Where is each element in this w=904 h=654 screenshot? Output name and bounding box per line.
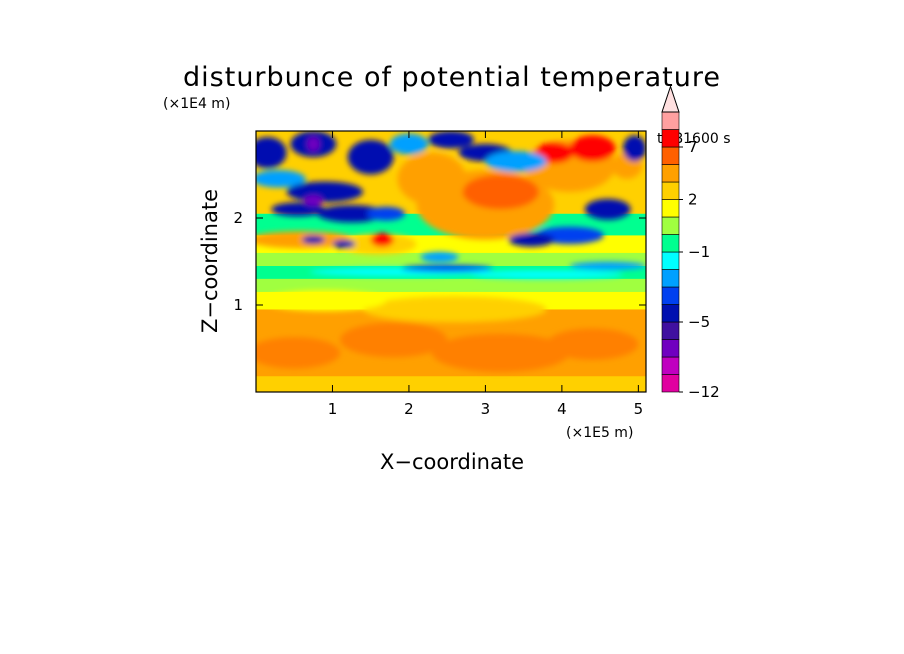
field-contour-region <box>304 195 323 206</box>
colorbar-label: −5 <box>688 313 710 331</box>
field-contour-region <box>546 328 639 360</box>
field-contour-region <box>428 131 474 149</box>
field-band <box>256 376 646 392</box>
field-contour-region <box>569 135 616 162</box>
colorbar-swatch <box>661 374 680 393</box>
field-blobs <box>256 131 646 372</box>
colorbar-swatch <box>661 216 680 235</box>
field-contour-region <box>470 270 624 279</box>
colorbar-swatch <box>661 251 680 270</box>
colorbar-swatch <box>661 339 680 358</box>
field-contour-region <box>301 235 325 245</box>
y-tick-label: 2 <box>233 209 243 227</box>
field-contour-region <box>271 202 325 217</box>
field-contour-region <box>307 137 320 152</box>
field-contour-region <box>431 333 570 372</box>
colorbar-label: 7 <box>688 138 698 156</box>
x-tick-label: 5 <box>634 400 644 418</box>
colorbar-swatch <box>661 181 680 200</box>
colorbar-swatch <box>661 321 680 340</box>
colorbar-swatch <box>661 304 680 323</box>
field-contour-region <box>370 232 394 247</box>
field-contour-region <box>397 152 467 205</box>
colorbar-swatch <box>661 111 680 130</box>
colorbar-swatch <box>661 356 680 375</box>
field-contour-region <box>340 322 448 358</box>
colorbar-extend-triangle <box>661 84 680 113</box>
heatmap-field <box>256 131 646 392</box>
field-contour-region <box>623 135 646 162</box>
colorbar-swatch <box>661 199 680 218</box>
colorbar-swatch <box>661 286 680 305</box>
field-contour-region <box>462 174 539 210</box>
field-contour-region <box>317 204 386 223</box>
y-unit-label: (×1E4 m) <box>163 96 230 112</box>
field-contour-region <box>508 232 555 247</box>
colorbar-swatch <box>661 234 680 253</box>
x-unit-label: (×1E5 m) <box>566 425 633 441</box>
field-contour-region <box>256 337 341 369</box>
field-contour-region <box>569 261 646 271</box>
plot-frame <box>255 130 647 393</box>
field-contour-region <box>286 181 364 203</box>
field-contour-region <box>401 264 494 272</box>
colorbar: 7 2 −1 −5 −12 <box>661 84 720 401</box>
x-tick-label: 1 <box>328 400 338 418</box>
field-contour-region <box>584 198 631 220</box>
x-tick-label: 4 <box>557 400 567 418</box>
field-band <box>256 278 646 292</box>
colorbar-swatch <box>661 129 680 148</box>
x-tick-label: 2 <box>404 400 414 418</box>
field-contour-region <box>256 170 306 188</box>
field-contour-region <box>485 151 547 172</box>
y-tick-label: 1 <box>233 296 243 314</box>
field-contour-region <box>366 206 406 221</box>
colorbar-swatch <box>661 164 680 183</box>
colorbar-swatch <box>661 269 680 288</box>
field-contour-region <box>363 296 547 323</box>
field-contour-region <box>347 139 394 175</box>
y-axis-title: Z−coordinate <box>198 189 222 333</box>
colorbar-swatch <box>661 146 680 165</box>
x-tick-label: 3 <box>481 400 491 418</box>
field-contour-region <box>420 251 459 263</box>
chart-title: disturbunce of potential temperature <box>183 62 721 93</box>
field-contour-region <box>389 133 429 155</box>
x-axis: 1 2 3 4 5 <box>328 131 643 418</box>
x-axis-title: X−coordinate <box>380 450 524 474</box>
field-contour-region <box>332 239 356 249</box>
colorbar-label: −1 <box>688 243 710 261</box>
colorbar-label: −12 <box>688 383 720 401</box>
field-contour-region <box>256 137 287 169</box>
y-axis: 12 <box>233 209 646 314</box>
field-contour-region <box>263 290 386 312</box>
colorbar-label: 2 <box>688 191 698 209</box>
